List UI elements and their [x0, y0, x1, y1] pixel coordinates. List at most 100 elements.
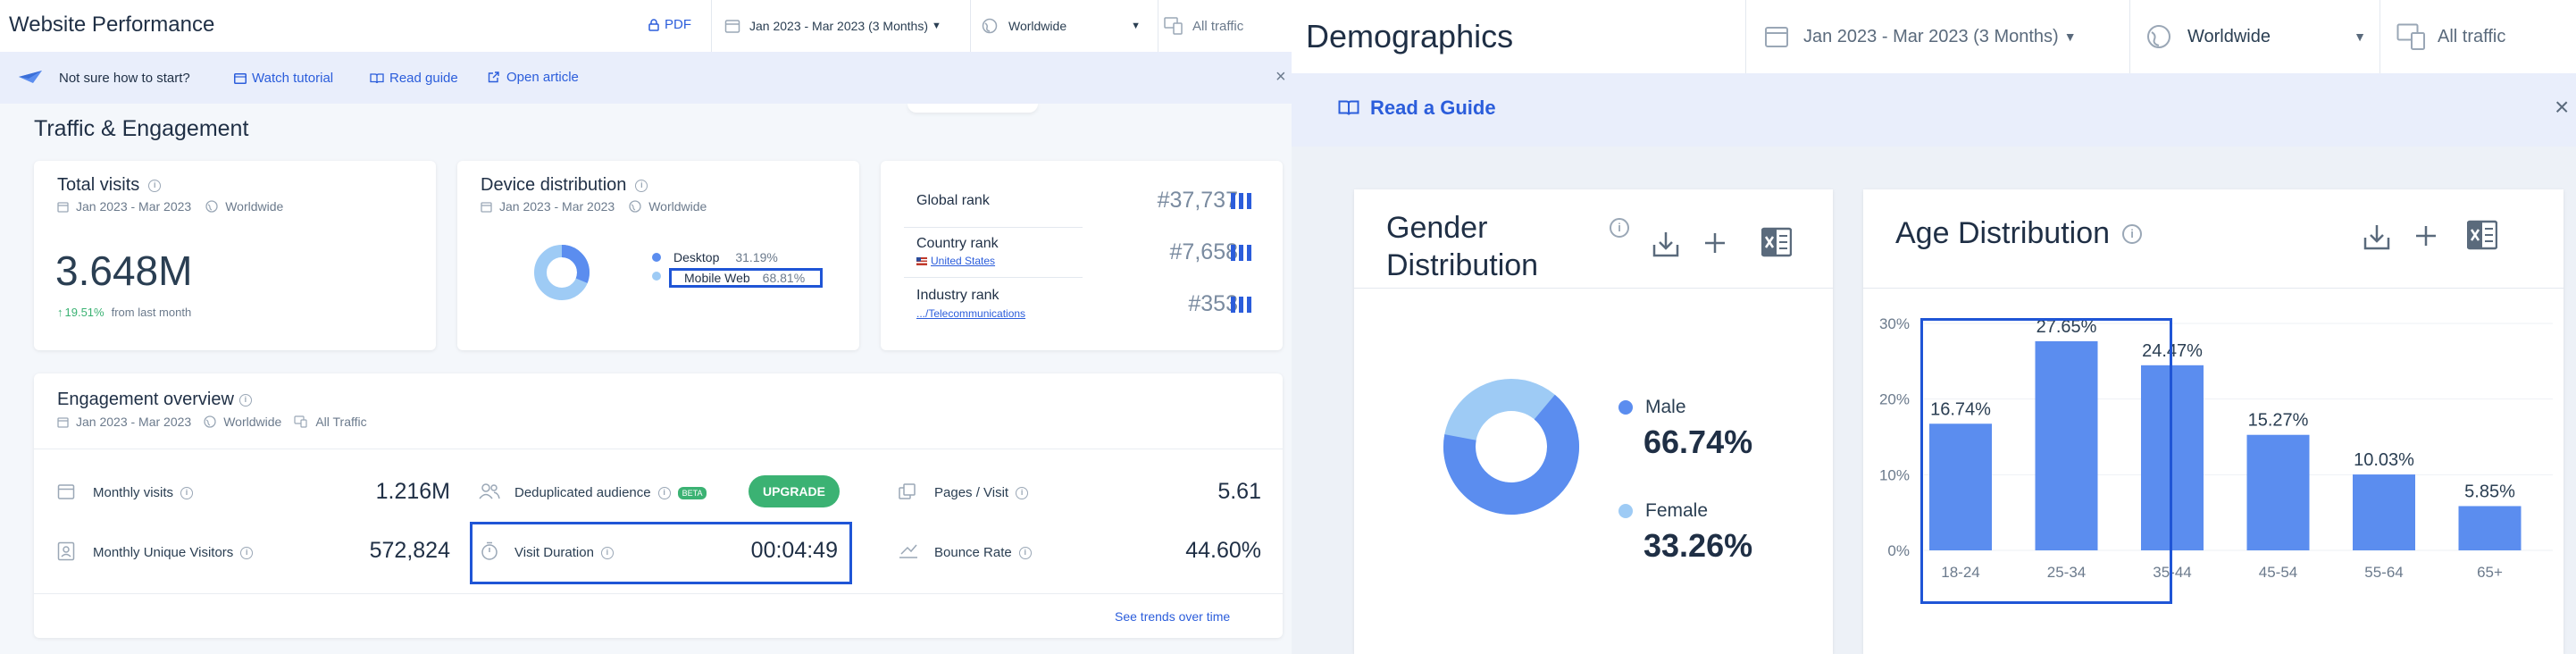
- top-bar: Website Performance PDF Jan 2023 - Mar 2…: [0, 0, 1292, 53]
- read-guide-label: Read guide: [389, 71, 458, 86]
- male-label: Male: [1645, 397, 1686, 417]
- age-bar: [2035, 340, 2098, 550]
- pdf-button[interactable]: PDF: [648, 17, 691, 32]
- visit-duration-highlight: [470, 522, 852, 584]
- close-icon[interactable]: ×: [1275, 67, 1286, 87]
- divider: [904, 227, 1083, 228]
- info-icon[interactable]: i: [148, 179, 162, 192]
- traffic-value: All traffic: [1192, 18, 1244, 34]
- date-range-filter[interactable]: Jan 2023 - Mar 2023 (3 Months) ▼: [1745, 0, 2130, 73]
- see-trends-link[interactable]: See trends over time: [1115, 609, 1231, 624]
- industry-rank-value: #353: [1188, 291, 1238, 316]
- bars-icon: [1231, 193, 1254, 209]
- devices-icon: [2396, 23, 2427, 50]
- country-rank-sub[interactable]: United States: [931, 255, 996, 267]
- plus-icon[interactable]: [2415, 225, 2437, 247]
- engagement-card: Engagement overview i Jan 2023 - Mar 202…: [34, 373, 1283, 638]
- bar-value-label: 15.27%: [2248, 411, 2309, 431]
- plus-icon[interactable]: [1704, 232, 1726, 254]
- info-icon[interactable]: i: [600, 546, 614, 559]
- date-range-filter[interactable]: Jan 2023 - Mar 2023 (3 Months) ▼: [711, 0, 962, 52]
- info-icon[interactable]: i: [2122, 223, 2143, 244]
- download-icon[interactable]: [1652, 231, 1679, 257]
- divider: [1354, 288, 1833, 289]
- country-rank-value: #7,658: [1169, 239, 1238, 264]
- info-icon[interactable]: i: [1016, 486, 1029, 499]
- divider: [34, 593, 1283, 594]
- gender-donut: [1443, 379, 1579, 515]
- y-tick-label: 0%: [1887, 542, 1910, 559]
- globe-icon: [205, 200, 218, 213]
- watch-tutorial-link[interactable]: Watch tutorial: [234, 71, 333, 86]
- demographics-body: Gender Distribution i Male 66.74% Female…: [1292, 147, 2576, 654]
- unique-visitors-value: 572,824: [369, 538, 450, 563]
- bar-value-label: 27.65%: [2037, 317, 2097, 337]
- age-bar: [2246, 434, 2310, 550]
- calendar-icon: [481, 201, 492, 213]
- book-icon: [370, 72, 384, 84]
- industry-rank-sub[interactable]: .../Telecommunications: [916, 307, 1026, 320]
- us-flag-icon: [916, 256, 927, 265]
- device-title: Device distribution: [481, 175, 627, 195]
- read-guide-link[interactable]: Read guide: [370, 71, 458, 86]
- divider: [1863, 288, 2563, 289]
- excel-export-icon[interactable]: [2467, 220, 2497, 250]
- info-icon[interactable]: i: [635, 179, 648, 192]
- total-visits-title: Total visits: [57, 175, 140, 195]
- people-icon: [479, 482, 500, 500]
- unique-visitors-label: Monthly Unique Visitors: [93, 545, 234, 560]
- monthly-visits-value: 1.216M: [375, 479, 450, 504]
- divider: [904, 277, 1083, 278]
- female-value: 33.26%: [1643, 527, 1753, 564]
- close-icon[interactable]: ×: [2555, 93, 2570, 121]
- male-legend-dot: [1618, 400, 1633, 415]
- arrow-up-icon: ↑: [57, 306, 63, 319]
- open-article-link[interactable]: Open article: [488, 70, 579, 85]
- region-filter[interactable]: Worldwide ▼: [970, 0, 1150, 52]
- y-tick-label: 20%: [1879, 391, 1910, 408]
- traffic-filter[interactable]: All traffic: [1158, 0, 1292, 52]
- x-tick-label: 35-44: [2153, 564, 2191, 581]
- device-region: Worldwide: [648, 199, 707, 214]
- guide-banner: Read a Guide ×: [1292, 73, 2576, 147]
- info-icon[interactable]: i: [1018, 546, 1032, 559]
- traffic-filter[interactable]: All traffic: [2379, 0, 2576, 73]
- desktop-legend-dot: [652, 253, 661, 262]
- download-icon[interactable]: [2363, 223, 2390, 250]
- info-icon[interactable]: i: [180, 486, 194, 499]
- female-legend-dot: [1618, 504, 1633, 518]
- person-badge-icon: [57, 541, 75, 561]
- region-filter[interactable]: Worldwide ▼: [2129, 0, 2380, 73]
- female-label: Female: [1645, 500, 1709, 521]
- total-visits-value: 3.648M: [55, 247, 193, 294]
- globe-icon: [982, 18, 998, 34]
- video-icon: [234, 72, 247, 84]
- mobile-label: Mobile Web: [684, 271, 750, 285]
- excel-export-icon[interactable]: [1761, 227, 1792, 257]
- engagement-region: Worldwide: [223, 415, 282, 429]
- beta-badge: BETA: [677, 486, 707, 499]
- age-bar: [2458, 506, 2522, 550]
- help-banner: Not sure how to start? Watch tutorial Re…: [0, 52, 1292, 104]
- upgrade-button[interactable]: UPGRADE: [749, 475, 840, 507]
- read-guide-link[interactable]: Read a Guide: [1338, 96, 1496, 120]
- info-icon[interactable]: i: [657, 486, 671, 499]
- date-range-value: Jan 2023 - Mar 2023 (3 Months): [1803, 26, 2059, 46]
- ranks-card: Global rank #37,737 Country rank United …: [881, 161, 1283, 350]
- scroll-tab: [907, 104, 1038, 113]
- gender-title-line2: Distribution: [1386, 248, 1539, 282]
- visit-duration-value: 00:04:49: [750, 538, 838, 563]
- x-tick-label: 45-54: [2259, 564, 2297, 581]
- total-visits-card: Total visits i Jan 2023 - Mar 2023 World…: [34, 161, 436, 350]
- chevron-down-icon: ▼: [1131, 21, 1141, 31]
- x-tick-label: 18-24: [1941, 564, 1979, 581]
- info-icon[interactable]: i: [240, 546, 254, 559]
- engagement-date: Jan 2023 - Mar 2023: [76, 415, 192, 429]
- chevron-down-icon: ▼: [932, 21, 941, 31]
- mobile-legend-dot: [652, 272, 661, 281]
- age-title: Age Distribution: [1895, 216, 2111, 250]
- date-range-value: Jan 2023 - Mar 2023 (3 Months): [749, 19, 928, 33]
- read-guide-label: Read a Guide: [1370, 96, 1496, 119]
- info-icon[interactable]: i: [238, 393, 252, 407]
- info-icon[interactable]: i: [1610, 218, 1629, 238]
